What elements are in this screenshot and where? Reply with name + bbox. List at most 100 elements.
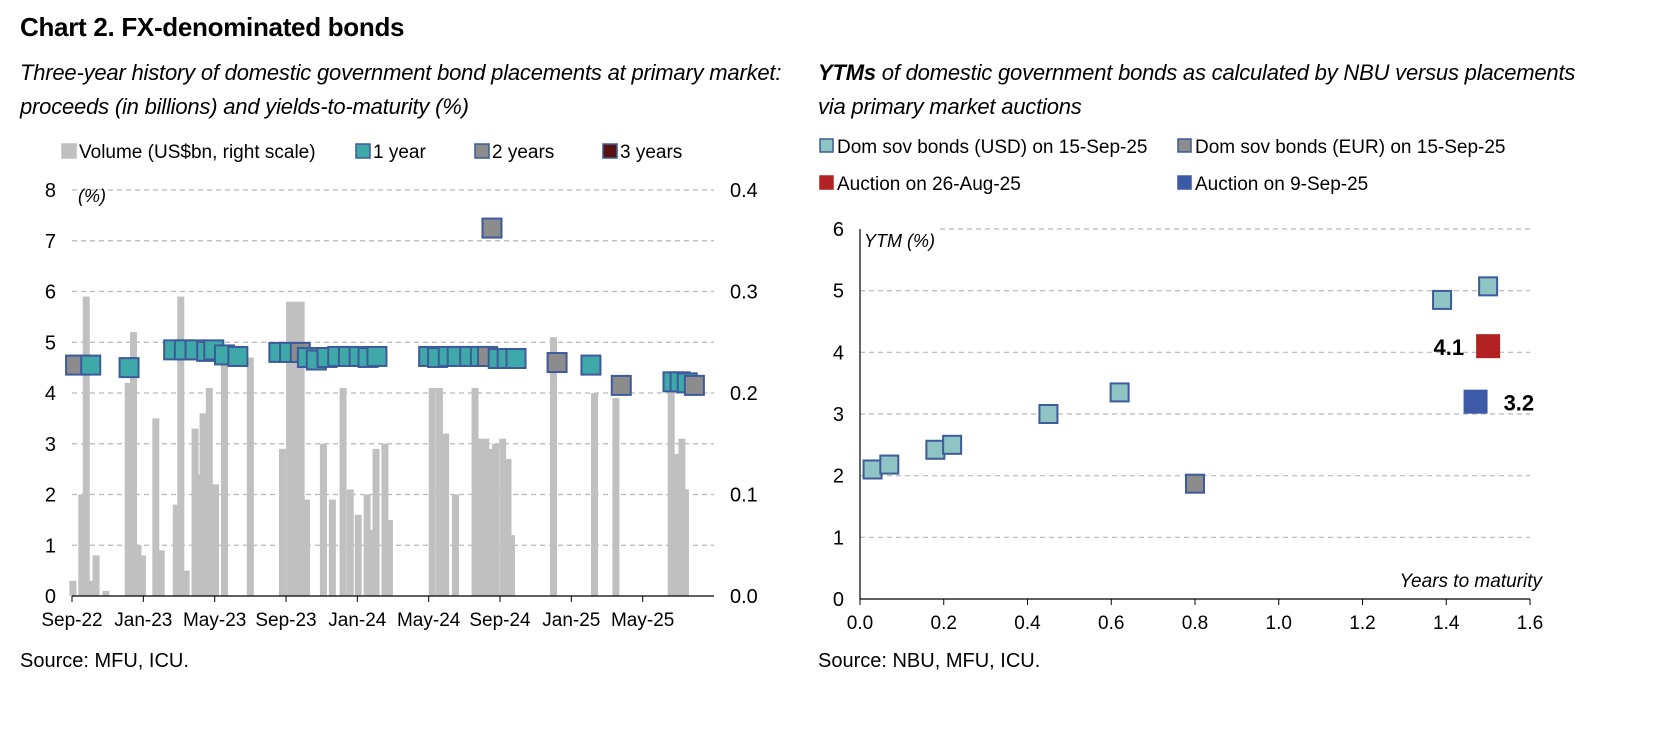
ytm-point-series-1 bbox=[1185, 473, 1205, 494]
volume-bar bbox=[492, 443, 500, 596]
right-subtitle-line1: YTMs of domestic government bonds as cal… bbox=[818, 56, 1575, 90]
x-tick-label: 0.2 bbox=[931, 613, 957, 634]
volume-bar bbox=[673, 453, 681, 596]
volume-bar bbox=[78, 494, 86, 596]
y-tick-right: 0.0 bbox=[730, 586, 758, 608]
y-tick-left: 6 bbox=[45, 282, 56, 304]
x-tick-label: 1.0 bbox=[1266, 613, 1292, 634]
yield-point bbox=[546, 352, 568, 374]
volume-bar bbox=[372, 448, 380, 596]
y-tick-left: 8 bbox=[45, 180, 56, 202]
volume-bar bbox=[328, 499, 336, 596]
right-subtitle-rest: of domestic government bonds as calculat… bbox=[875, 60, 1576, 85]
volume-bar bbox=[130, 332, 138, 596]
volume-bar bbox=[591, 393, 599, 596]
volume-bar bbox=[477, 438, 485, 596]
ytm-point-series-2 bbox=[1476, 334, 1501, 359]
legend-swatch-1 bbox=[355, 143, 371, 159]
x-tick-label: 0.8 bbox=[1182, 613, 1208, 634]
volume-bar bbox=[297, 301, 305, 596]
volume-bar bbox=[102, 590, 110, 596]
volume-bar bbox=[172, 504, 180, 596]
right-chart-subtitle: YTMs of domestic government bonds as cal… bbox=[818, 56, 1575, 124]
right-chart: Dom sov bonds (USD) on 15-Sep-25 Dom sov … bbox=[819, 137, 1543, 634]
volume-bar bbox=[138, 555, 146, 596]
y-tick: 6 bbox=[833, 219, 844, 241]
right-subtitle-line2: via primary market auctions bbox=[818, 94, 1082, 119]
volume-bar bbox=[124, 382, 132, 596]
right-source: Source: NBU, MFU, ICU. bbox=[818, 650, 1041, 672]
volume-bar bbox=[339, 387, 347, 596]
ytm-point-series-0 bbox=[1432, 289, 1453, 310]
volume-bar bbox=[504, 458, 512, 596]
yield-point bbox=[227, 345, 249, 367]
volume-bar bbox=[667, 387, 675, 596]
volume-bar bbox=[92, 555, 100, 596]
legend-label-3: 3 years bbox=[620, 142, 682, 163]
legend-label-2: Auction on 26-Aug-25 bbox=[837, 174, 1021, 195]
ytm-point-series-0 bbox=[942, 434, 963, 455]
volume-bar bbox=[482, 438, 490, 596]
volume-bar bbox=[508, 535, 516, 596]
volume-bar bbox=[199, 413, 207, 596]
volume-bar bbox=[182, 570, 190, 596]
y-tick-right: 0.3 bbox=[730, 282, 758, 304]
volume-bar bbox=[157, 550, 165, 596]
volume-bar bbox=[134, 545, 142, 596]
left-subtitle-line1: Three-year history of domestic governmen… bbox=[20, 60, 782, 85]
y-tick-right: 0.2 bbox=[730, 383, 758, 405]
yield-point bbox=[366, 345, 388, 367]
volume-bar bbox=[487, 448, 495, 596]
right-subtitle-prefix: YTMs bbox=[818, 60, 876, 85]
volume-bar bbox=[471, 387, 479, 596]
yield-point bbox=[80, 354, 102, 376]
y-axis-label: YTM (%) bbox=[864, 231, 935, 251]
volume-bar bbox=[205, 387, 213, 596]
legend-label-2: 2 years bbox=[492, 142, 554, 163]
x-tick-label: 1.2 bbox=[1349, 613, 1375, 634]
y-tick: 5 bbox=[833, 281, 844, 303]
y-tick-left: 0 bbox=[45, 586, 56, 608]
legend-swatch-0 bbox=[61, 143, 77, 159]
volume-bar bbox=[681, 489, 689, 596]
volume-bar bbox=[286, 301, 294, 596]
volume-bar bbox=[435, 387, 443, 596]
y-tick: 4 bbox=[833, 342, 844, 364]
x-tick-label: 1.6 bbox=[1517, 613, 1543, 634]
ytm-point-series-0 bbox=[1109, 382, 1130, 403]
x-tick-label: Jan-24 bbox=[328, 610, 387, 631]
x-tick-label: 0.0 bbox=[847, 613, 873, 634]
volume-bar bbox=[385, 519, 393, 596]
ytm-point-series-3 bbox=[1463, 389, 1488, 414]
left-chart: Volume (US$bn, right scale) 1 year 2 years… bbox=[41, 142, 758, 631]
legend-swatch-1 bbox=[1177, 138, 1192, 153]
volume-bar bbox=[246, 357, 254, 596]
page-title: Chart 2. FX-denominated bonds bbox=[20, 12, 405, 42]
legend-label-0: Dom sov bonds (USD) on 15-Sep-25 bbox=[837, 137, 1147, 158]
ytm-point-series-0 bbox=[925, 439, 946, 460]
ytm-point-series-0 bbox=[1038, 404, 1059, 424]
left-chart-subtitle: Three-year history of domestic governmen… bbox=[20, 56, 781, 124]
data-label: 3.2 bbox=[1504, 391, 1535, 416]
legend-swatch-3 bbox=[602, 143, 618, 159]
x-tick-label: 1.4 bbox=[1433, 613, 1460, 634]
legend-swatch-2 bbox=[819, 175, 834, 190]
legend-swatch-0 bbox=[819, 138, 834, 153]
volume-bar bbox=[428, 387, 436, 596]
y-tick-left: 5 bbox=[45, 332, 56, 354]
x-axis-label: Years to maturity bbox=[1399, 571, 1543, 592]
volume-bar bbox=[212, 484, 220, 596]
x-tick-label: May-24 bbox=[397, 610, 461, 631]
ytm-point-series-0 bbox=[1478, 276, 1499, 297]
x-tick-label: 0.4 bbox=[1014, 613, 1041, 634]
legend-label-0: Volume (US$bn, right scale) bbox=[79, 142, 316, 163]
legend-swatch-2 bbox=[474, 143, 490, 159]
y-tick: 1 bbox=[833, 527, 844, 549]
legend-label-3: Auction on 9-Sep-25 bbox=[1195, 174, 1368, 195]
y-tick-left: 4 bbox=[45, 383, 56, 405]
x-tick-label: Jan-23 bbox=[114, 610, 172, 631]
y-tick: 0 bbox=[833, 589, 844, 611]
volume-bar bbox=[88, 580, 96, 596]
left-source: Source: MFU, ICU. bbox=[20, 650, 189, 672]
y-tick: 3 bbox=[833, 404, 844, 426]
